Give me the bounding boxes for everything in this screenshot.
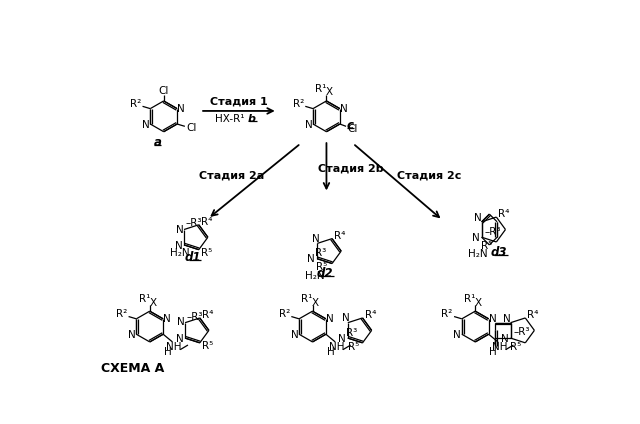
Text: –R³: –R³: [187, 312, 204, 321]
Text: R¹: R¹: [316, 84, 326, 94]
Text: H: H: [326, 347, 335, 357]
Text: X: X: [475, 298, 482, 308]
Text: R⁵: R⁵: [348, 342, 359, 351]
Text: a: a: [154, 136, 161, 149]
Text: R¹: R¹: [464, 294, 476, 304]
Text: R⁴: R⁴: [334, 231, 346, 240]
Text: c: c: [346, 119, 353, 132]
Text: R²: R²: [292, 99, 304, 109]
Text: R¹: R¹: [139, 294, 150, 304]
Text: d1: d1: [185, 251, 202, 264]
Text: –R³: –R³: [185, 218, 202, 229]
Text: Стадия 2a: Стадия 2a: [199, 170, 264, 181]
Text: N: N: [175, 225, 183, 234]
Text: X: X: [149, 298, 156, 308]
Text: R³: R³: [346, 329, 357, 338]
Text: СХЕМА А: СХЕМА А: [101, 362, 164, 375]
Text: d2: d2: [317, 267, 333, 280]
Text: N: N: [501, 334, 509, 344]
Text: N: N: [474, 213, 482, 223]
Text: H: H: [490, 347, 497, 357]
Text: Cl: Cl: [347, 124, 358, 134]
Text: H₂N: H₂N: [468, 249, 488, 259]
Text: Стадия 2b: Стадия 2b: [319, 164, 384, 174]
Text: d3: d3: [490, 246, 507, 259]
Text: N: N: [340, 103, 348, 114]
Text: H₂N: H₂N: [305, 271, 325, 281]
Text: R⁵: R⁵: [510, 342, 522, 351]
Text: Стадия 1: Стадия 1: [210, 97, 268, 107]
Text: N: N: [291, 330, 298, 340]
Text: N: N: [453, 330, 461, 340]
Text: –R³: –R³: [484, 227, 500, 237]
Text: R⁵: R⁵: [316, 262, 327, 272]
Text: N: N: [177, 317, 185, 327]
Text: N: N: [175, 241, 182, 251]
Text: N: N: [177, 103, 185, 114]
Text: H₂N: H₂N: [170, 248, 190, 258]
Text: N: N: [489, 314, 497, 324]
Text: N: N: [326, 314, 333, 324]
Text: R⁵: R⁵: [201, 248, 212, 258]
Text: –R³: –R³: [513, 327, 530, 337]
Text: N: N: [141, 120, 150, 130]
Text: N: N: [338, 334, 346, 344]
Text: NH: NH: [166, 342, 182, 351]
Text: N: N: [472, 233, 480, 243]
Text: Стадия 2c: Стадия 2c: [397, 170, 461, 181]
Text: R²: R²: [442, 309, 452, 319]
Text: R⁴: R⁴: [499, 209, 510, 219]
Text: R²: R²: [130, 99, 141, 109]
Text: X: X: [326, 87, 333, 98]
Text: N: N: [503, 314, 511, 324]
Text: Cl: Cl: [159, 86, 169, 96]
Text: N: N: [307, 254, 315, 264]
Text: R⁵: R⁵: [481, 241, 493, 251]
Text: b: b: [248, 114, 256, 124]
Text: NH: NH: [329, 342, 344, 351]
Text: R⁴: R⁴: [527, 310, 539, 320]
Text: N: N: [305, 120, 312, 130]
Text: NH: NH: [492, 342, 508, 351]
Text: Cl: Cl: [186, 123, 196, 133]
Text: N: N: [342, 313, 350, 323]
Text: HX-R¹: HX-R¹: [215, 114, 244, 124]
Text: R⁴: R⁴: [202, 310, 213, 320]
Text: N: N: [176, 334, 184, 344]
Text: N: N: [128, 330, 136, 340]
Text: R³: R³: [315, 248, 326, 258]
Text: R⁵: R⁵: [202, 341, 213, 351]
Text: R²: R²: [116, 309, 127, 319]
Text: N: N: [163, 314, 171, 324]
Text: R⁴: R⁴: [365, 310, 376, 320]
Text: X: X: [312, 298, 319, 308]
Text: R⁴: R⁴: [201, 217, 212, 227]
Text: N: N: [312, 234, 319, 244]
Text: H: H: [164, 347, 172, 357]
Text: R¹: R¹: [301, 294, 313, 304]
Text: R²: R²: [279, 309, 290, 319]
